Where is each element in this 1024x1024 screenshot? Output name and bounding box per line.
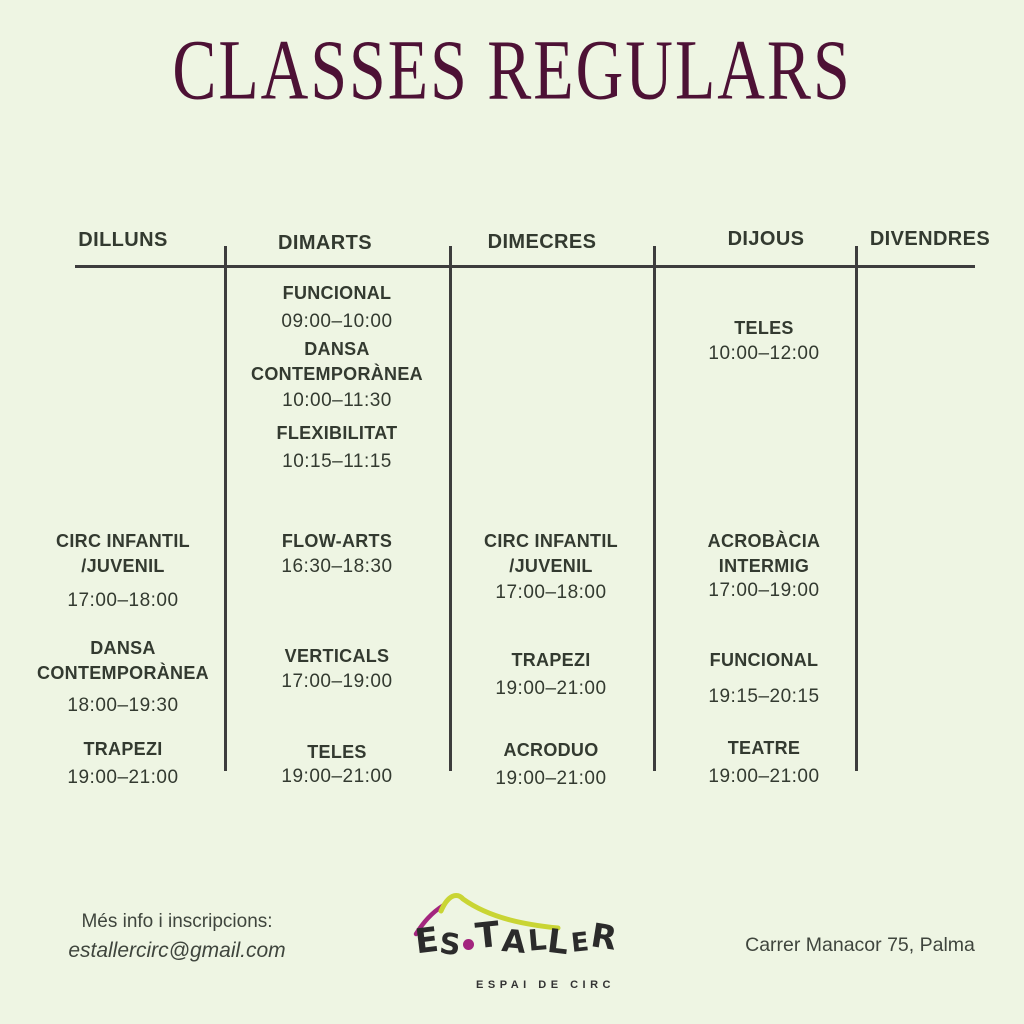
class-time: 19:00–21:00 <box>67 767 179 788</box>
class-entry: DANSA CONTEMPORÀNEA 18:00–19:30 <box>18 636 228 718</box>
table-header-rule <box>75 265 975 268</box>
class-entry: ACRODUO 19:00–21:00 <box>446 738 656 791</box>
class-name: CIRC INFANTIL /JUVENIL <box>484 531 618 576</box>
class-entry: TEATRE 19:00–21:00 <box>659 736 869 789</box>
circus-tent-swoosh-icon <box>438 893 561 931</box>
class-name: FUNCIONAL <box>709 650 819 670</box>
logo-letter: L <box>526 922 548 958</box>
day-column-dimarts: FUNCIONAL 09:00–10:00 DANSA CONTEMPORÀNE… <box>232 0 442 1024</box>
logo-letter: A <box>499 923 528 961</box>
class-entry: FLEXIBILITAT 10:15–11:15 <box>232 421 442 474</box>
logo-letter: L <box>545 920 572 963</box>
class-time: 10:00–11:30 <box>282 390 392 411</box>
class-time: 17:00–18:00 <box>67 590 179 611</box>
class-entry: TRAPEZI 19:00–21:00 <box>18 737 228 790</box>
class-entry: FUNCIONAL 09:00–10:00 <box>232 281 442 334</box>
class-time: 17:00–19:00 <box>708 580 820 601</box>
class-time: 17:00–18:00 <box>495 582 607 603</box>
contact-info: Més info i inscripcions: estallercirc@gm… <box>52 908 302 966</box>
logo-tagline: ESPAI DE CIRC <box>476 979 615 991</box>
column-divider <box>855 246 858 771</box>
page-title: CLASSES REGULARS <box>172 23 852 119</box>
class-time: 10:00–12:00 <box>708 343 820 364</box>
logo-letter: T <box>473 914 502 958</box>
day-header-dijous: DIJOUS <box>727 228 805 250</box>
class-name: DANSA CONTEMPORÀNEA <box>251 339 423 384</box>
class-name: ACRODUO <box>503 740 599 760</box>
logo-letter: R <box>588 915 620 958</box>
column-divider <box>653 246 656 771</box>
class-name: TEATRE <box>727 738 801 758</box>
class-entry: TRAPEZI 19:00–21:00 <box>446 648 656 701</box>
class-entry: CIRC INFANTIL /JUVENIL 17:00–18:00 <box>446 529 656 605</box>
logo-swoosh-icons <box>413 893 561 937</box>
class-entry: DANSA CONTEMPORÀNEA 10:00–11:30 <box>232 337 442 413</box>
class-time: 19:00–21:00 <box>281 766 393 787</box>
contact-email: estallercirc@gmail.com <box>68 939 286 962</box>
class-time: 17:00–19:00 <box>281 671 393 692</box>
class-name: TELES <box>307 742 367 762</box>
class-name: FLEXIBILITAT <box>276 423 398 443</box>
day-header-dimecres: DIMECRES <box>487 231 597 253</box>
day-column-divendres <box>860 0 1024 1024</box>
class-name: FUNCIONAL <box>282 283 392 303</box>
class-name: TRAPEZI <box>511 650 591 670</box>
class-entry: TELES 10:00–12:00 <box>659 316 869 366</box>
day-column-dimecres: CIRC INFANTIL /JUVENIL 17:00–18:00 TRAPE… <box>446 0 656 1024</box>
logo-dot-icon <box>462 938 474 950</box>
class-time: 10:15–11:15 <box>282 451 392 472</box>
class-entry: TELES 19:00–21:00 <box>232 740 442 789</box>
class-name: TRAPEZI <box>83 739 163 759</box>
day-header-dilluns: DILLUNS <box>78 229 168 251</box>
day-column-dijous: TELES 10:00–12:00 ACROBÀCIA INTERMIG 17:… <box>659 0 869 1024</box>
class-name: DANSA CONTEMPORÀNEA <box>37 638 209 683</box>
class-entry: ACROBÀCIA INTERMIG 17:00–19:00 <box>659 529 869 603</box>
class-entry: VERTICALS 17:00–19:00 <box>232 644 442 694</box>
day-column-dilluns: CIRC INFANTIL /JUVENIL 17:00–18:00 DANSA… <box>18 0 228 1024</box>
class-time: 16:30–18:30 <box>281 556 393 577</box>
class-entry: FUNCIONAL 19:15–20:15 <box>659 648 869 709</box>
class-name: CIRC INFANTIL /JUVENIL <box>56 531 190 576</box>
address-text: Carrer Manacor 75, Palma <box>745 934 975 956</box>
day-header-divendres: DIVENDRES <box>869 228 991 250</box>
class-entry: CIRC INFANTIL /JUVENIL 17:00–18:00 <box>18 529 228 613</box>
class-time: 19:00–21:00 <box>495 678 607 699</box>
column-divider <box>224 246 227 771</box>
logo-letter: S <box>437 925 463 962</box>
class-name: FLOW-ARTS <box>281 531 393 551</box>
class-entry: FLOW-ARTS 16:30–18:30 <box>232 529 442 579</box>
class-time: 09:00–10:00 <box>281 311 393 332</box>
class-name: TELES <box>734 318 794 338</box>
class-name: ACROBÀCIA INTERMIG <box>707 531 821 576</box>
logo-letter: E <box>569 927 591 959</box>
contact-info-label: Més info i inscripcions: <box>81 911 273 932</box>
class-time: 19:15–20:15 <box>708 686 820 707</box>
logo-letter: E <box>412 919 441 963</box>
class-time: 18:00–19:30 <box>67 695 179 716</box>
day-header-dimarts: DIMARTS <box>278 232 372 254</box>
column-divider <box>449 246 452 771</box>
class-name: VERTICALS <box>284 646 390 666</box>
class-time: 19:00–21:00 <box>708 766 820 787</box>
class-time: 19:00–21:00 <box>495 768 607 789</box>
